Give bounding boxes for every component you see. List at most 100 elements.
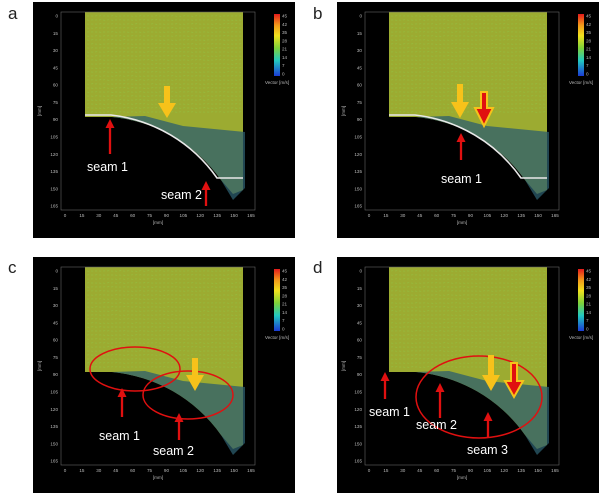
- x-tick-label: 105: [484, 468, 492, 473]
- colorbar-label: Vector [m/s]: [265, 80, 289, 85]
- y-tick-label: 105: [50, 390, 58, 395]
- y-axis-unit: [mm]: [341, 106, 346, 116]
- y-tick-label: 45: [53, 320, 59, 325]
- x-axis-unit: [mm]: [457, 475, 467, 480]
- colorbar-tick-label: 42: [282, 22, 288, 27]
- highlight-ellipse: [89, 346, 181, 392]
- x-tick-label: 90: [468, 468, 474, 473]
- y-tick-label: 90: [357, 117, 363, 122]
- seam-label: seam 1: [369, 405, 410, 419]
- y-tick-label: 90: [357, 372, 363, 377]
- x-tick-label: 150: [534, 213, 542, 218]
- colorbar-tick-label: 45: [586, 269, 592, 274]
- x-tick-label: 60: [130, 468, 136, 473]
- y-tick-label: 105: [354, 135, 362, 140]
- x-tick-label: 150: [230, 213, 238, 218]
- colorbar-tick-label: 35: [282, 30, 288, 35]
- flow-arrow-yellow-icon: [158, 86, 176, 118]
- y-tick-label: 135: [50, 169, 58, 174]
- highlight-ellipse: [415, 355, 543, 439]
- x-axis-unit: [mm]: [153, 475, 163, 480]
- y-tick-label: 45: [357, 320, 363, 325]
- seam-label: seam 2: [161, 188, 202, 202]
- x-axis-unit: [mm]: [457, 220, 467, 225]
- y-axis-unit: [mm]: [37, 106, 42, 116]
- y-tick-label: 75: [53, 355, 59, 360]
- colorbar-tick-label: 0: [282, 72, 285, 77]
- panel-d-letter: d: [313, 258, 323, 277]
- plot-frame: [364, 11, 560, 211]
- x-tick-label: 60: [130, 213, 136, 218]
- y-tick-label: 0: [55, 14, 58, 19]
- x-tick-label: 135: [517, 468, 525, 473]
- y-tick-label: 15: [53, 286, 59, 291]
- red-arrow-icon: [117, 388, 127, 397]
- x-tick-label: 45: [417, 468, 423, 473]
- seam-label: seam 1: [99, 429, 140, 443]
- y-tick-label: 60: [357, 83, 363, 88]
- y-tick-label: 165: [50, 204, 58, 209]
- y-tick-label: 120: [354, 407, 362, 412]
- x-tick-label: 45: [113, 213, 119, 218]
- x-tick-label: 165: [551, 468, 559, 473]
- x-tick-label: 75: [451, 468, 457, 473]
- y-tick-label: 135: [354, 169, 362, 174]
- x-tick-label: 165: [247, 468, 255, 473]
- colorbar-label: Vector [m/s]: [569, 80, 593, 85]
- red-arrow-icon: [456, 133, 466, 142]
- x-tick-label: 30: [400, 213, 406, 218]
- red-arrow-icon: [105, 119, 115, 128]
- vector-field-wake: [415, 116, 549, 200]
- x-tick-label: 135: [213, 213, 221, 218]
- red-arrow-icon: [174, 413, 184, 422]
- flow-arrow-yellow-icon: [186, 358, 204, 391]
- x-tick-label: 15: [383, 468, 389, 473]
- y-tick-label: 75: [357, 355, 363, 360]
- x-tick-label: 30: [96, 468, 102, 473]
- colorbar-label: Vector [m/s]: [569, 335, 593, 340]
- solid-body: [389, 372, 523, 465]
- y-tick-label: 60: [357, 338, 363, 343]
- x-axis-unit: [mm]: [153, 220, 163, 225]
- x-tick-label: 150: [534, 468, 542, 473]
- x-tick-label: 120: [196, 468, 204, 473]
- seam-curve: [85, 114, 243, 179]
- y-tick-label: 30: [357, 303, 363, 308]
- seam-label: seam 1: [87, 160, 128, 174]
- colorbar-tick-label: 0: [586, 327, 589, 332]
- y-tick-label: 120: [50, 407, 58, 412]
- colorbar-tick-label: 7: [282, 63, 285, 68]
- y-axis-unit: [mm]: [37, 361, 42, 371]
- vector-field-wake: [111, 116, 245, 200]
- colorbar-tick-label: 28: [586, 38, 592, 43]
- x-tick-label: 30: [400, 468, 406, 473]
- colorbar: [578, 269, 584, 331]
- y-tick-label: 30: [357, 48, 363, 53]
- x-tick-label: 75: [147, 468, 153, 473]
- colorbar-tick-label: 14: [282, 310, 288, 315]
- seam-label: seam 2: [416, 418, 457, 432]
- colorbar-tick-label: 42: [586, 22, 592, 27]
- red-arrow-icon: [380, 372, 390, 381]
- colorbar-tick-label: 21: [586, 302, 592, 307]
- colorbar-tick-label: 35: [282, 285, 288, 290]
- colorbar-tick-label: 28: [282, 293, 288, 298]
- colorbar-tick-label: 28: [586, 293, 592, 298]
- panel-c-letter: c: [8, 258, 17, 277]
- y-tick-label: 0: [55, 269, 58, 274]
- flow-arrow-red-icon: [503, 362, 525, 400]
- y-tick-label: 165: [354, 459, 362, 464]
- plot-frame: [60, 11, 256, 211]
- vector-field-wake: [111, 371, 245, 455]
- seam-label: seam 2: [153, 444, 194, 458]
- y-tick-label: 30: [53, 303, 59, 308]
- y-tick-label: 60: [53, 338, 59, 343]
- panel-a: 0 15 30 45 60 75 90 105 120 135 150 165 0 15 30 45 60 75 9…: [33, 2, 295, 238]
- colorbar-tick-label: 0: [586, 72, 589, 77]
- x-tick-label: 15: [383, 213, 389, 218]
- y-tick-label: 135: [50, 424, 58, 429]
- vector-arrows: [86, 270, 242, 368]
- red-arrow-icon: [435, 383, 445, 392]
- panel-a-plot: 0 15 30 45 60 75 90 105 120 135 150 165 0 15 30 45 60 75 9…: [37, 11, 289, 225]
- red-arrow-icon: [483, 412, 493, 421]
